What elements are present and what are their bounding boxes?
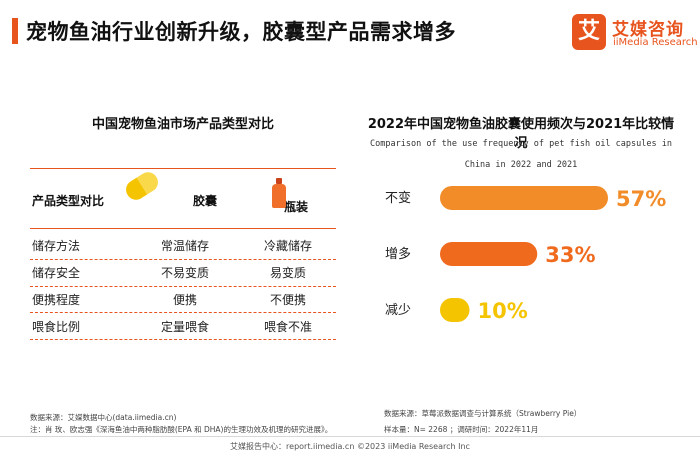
header-label: 产品类型对比 — [32, 194, 105, 208]
category-label: 增多 — [385, 246, 411, 262]
row-label: 储存方法 — [32, 239, 81, 253]
logo-subtitle: iiMedia Research — [613, 37, 698, 48]
bar-chart: 不变 57% 增多 33% 减少 10% — [385, 186, 666, 323]
logo-name: 艾媒咨询 — [612, 20, 684, 40]
row-label: 便携程度 — [32, 293, 81, 307]
table-row: 喂食比例 定量喂食 喂食不准 — [30, 313, 336, 339]
category-label: 减少 — [385, 303, 411, 318]
row-bottle-value: 不便携 — [269, 293, 306, 307]
bar — [440, 186, 608, 210]
bar — [440, 242, 538, 266]
row-bottle-value: 冷藏储存 — [263, 239, 312, 253]
title-accent-bar — [12, 18, 18, 44]
row-bottle-value: 易变质 — [269, 266, 306, 280]
table-row: 储存安全 不易变质 易变质 — [30, 259, 336, 285]
row-capsule-value: 不易变质 — [160, 266, 209, 280]
header-capsule: 胶囊 — [193, 194, 218, 208]
header-bottle: 瓶装 — [284, 200, 309, 214]
page-title: 宠物鱼油行业创新升级，胶囊型产品需求增多 — [26, 20, 456, 44]
table-top-rule — [30, 168, 336, 169]
data-label: 33% — [545, 243, 595, 267]
table-header: 产品类型对比 胶囊 瓶装 — [30, 170, 336, 226]
left-source: 数据来源：艾媒数据中心(data.iimedia.cn) — [30, 413, 177, 422]
row-divider — [30, 259, 336, 260]
left-note: 注：肖 玫、欧志强《深海鱼油中两种脂肪酸(EPA 和 DHA)的生理功效及机理的… — [30, 425, 333, 434]
logo-mark-icon: 艾 — [572, 14, 606, 50]
footer-divider — [0, 436, 700, 437]
data-label: 57% — [616, 187, 666, 211]
table-row: 便携程度 便携 不便携 — [30, 286, 336, 312]
row-capsule-value: 便携 — [172, 293, 197, 307]
chart-title: 2022年中国宠物鱼油胶囊使用频次与2021年比较情况 — [367, 117, 675, 151]
category-label: 不变 — [385, 190, 411, 206]
row-capsule-value: 常温储存 — [160, 239, 209, 253]
brand-logo: 艾 艾媒咨询 iiMedia Research — [572, 14, 698, 54]
right-sample: 样本量：N= 2268 ；调研时间：2022年11月 — [384, 425, 539, 434]
right-source: 数据来源：草莓派数据调查与计算系统（Strawberry Pie） — [384, 409, 582, 418]
row-divider — [30, 339, 336, 340]
bottle-icon — [272, 178, 286, 208]
bar — [440, 298, 470, 322]
row-bottle-value: 喂食不准 — [263, 320, 312, 334]
table-header-rule — [30, 228, 336, 229]
row-label: 喂食比例 — [32, 320, 81, 334]
left-panel-title: 中国宠物鱼油市场产品类型对比 — [91, 117, 274, 132]
chart-subtitle: Comparison of the use frequency of pet f… — [370, 139, 672, 170]
row-divider — [30, 286, 336, 287]
row-capsule-value: 定量喂食 — [160, 320, 209, 334]
row-label: 储存安全 — [32, 266, 81, 280]
row-divider — [30, 312, 336, 313]
footer-text: 艾媒报告中心：report.iimedia.cn ©2023 iiMedia R… — [230, 442, 470, 451]
table-row: 储存方法 常温储存 冷藏储存 — [30, 232, 336, 258]
data-label: 10% — [477, 299, 527, 323]
